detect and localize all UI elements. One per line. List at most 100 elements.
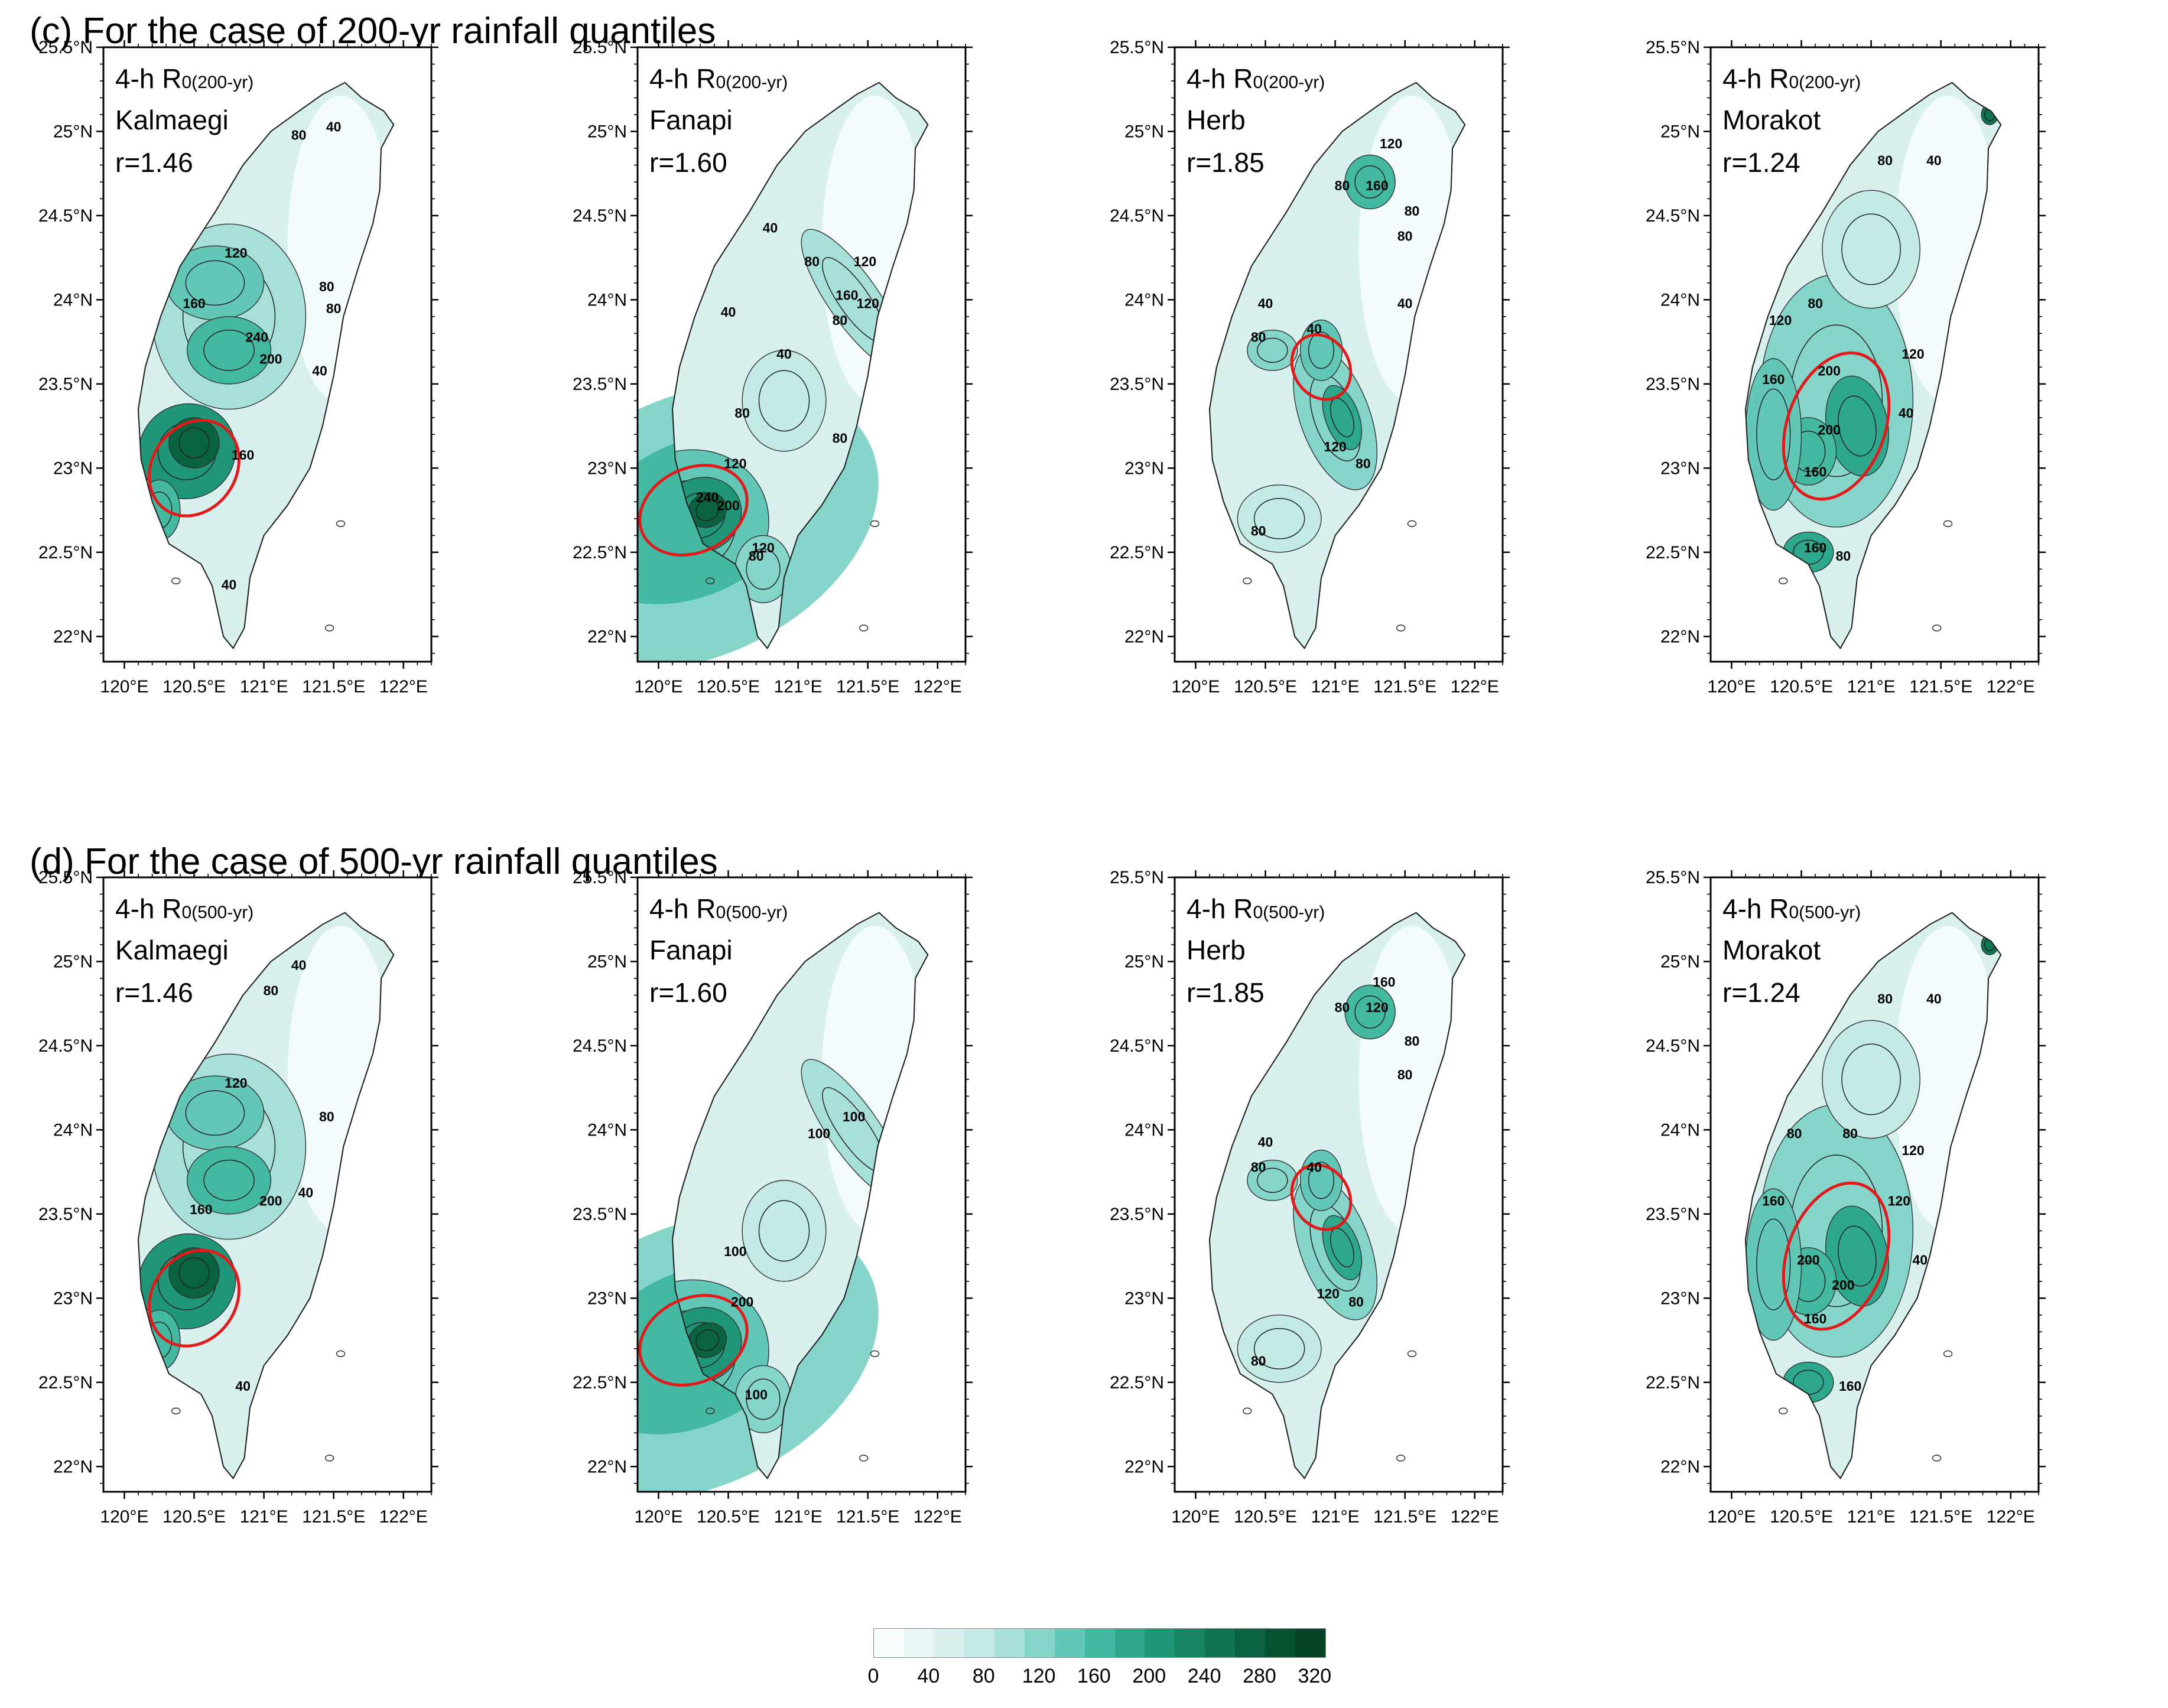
contour-label: 240 — [696, 489, 719, 505]
lat-tick-label: 22°N — [1124, 1457, 1164, 1476]
contour-label: 80 — [1251, 523, 1266, 538]
lat-tick-label: 23.5°N — [1110, 1205, 1164, 1224]
contour-label: 200 — [717, 498, 739, 513]
lon-tick-label: 120.5°E — [162, 1507, 226, 1527]
contour-label: 160 — [1804, 1311, 1826, 1326]
hotspot-ellipse — [1290, 1163, 1353, 1231]
contour-label: 40 — [312, 363, 327, 379]
lat-tick-label: 25.5°N — [1110, 868, 1164, 887]
contour-label: 100 — [843, 1109, 865, 1124]
lat-tick-label: 24°N — [587, 290, 627, 310]
lon-tick-label: 122°E — [1987, 677, 2035, 697]
rainfall-map: 100 100 100 200 100 25.5°N 25°N 24.5°N 24°N 23.5°… — [573, 868, 973, 1527]
contour-label: 80 — [1356, 456, 1371, 471]
lat-tick-label: 22.5°N — [38, 543, 93, 562]
lon-tick-label: 120.5°E — [1770, 677, 1833, 697]
rainfall-map: 80 120 160 80 80 40 40 80 120 80 80 25.5°N 25°N 24.5°… — [1110, 868, 1510, 1527]
lat-tick-label: 25.5°N — [1646, 868, 1700, 887]
variable-subscript: 0(500-yr) — [716, 903, 788, 922]
lat-tick-label: 25.5°N — [38, 38, 93, 57]
colorbar-swatch — [1235, 1629, 1266, 1657]
lat-tick-label: 23.5°N — [1646, 1205, 1700, 1224]
panel-variable-label: 4-h R0(500-yr) — [1722, 895, 1861, 922]
contour-label: 80 — [1335, 178, 1350, 193]
lon-tick-label: 120°E — [634, 1507, 682, 1527]
colorbar-swatch — [1145, 1629, 1175, 1657]
contour-label: 80 — [1836, 548, 1851, 564]
contour-label: 120 — [1380, 136, 1402, 151]
contour-label: 80 — [734, 405, 750, 421]
lon-tick-label: 120°E — [1707, 1507, 1756, 1527]
contour-label: 160 — [836, 287, 858, 302]
colorbar-label: 80 — [972, 1665, 995, 1687]
variable-symbol: R — [1233, 63, 1253, 94]
rainfall-map: 80 40 120 80 40 160 200 40 25.5°N 25°N 24.5°N 24°N 2… — [38, 868, 438, 1527]
contour-label: 40 — [222, 577, 237, 592]
contour-label: 100 — [808, 1126, 830, 1141]
lon-tick-label: 122°E — [379, 677, 428, 697]
lon-tick-label: 120°E — [634, 677, 682, 697]
lat-tick-label: 24.5°N — [573, 1036, 627, 1056]
section-title-d: (d) For the case of 500-yr rainfall quan… — [30, 841, 718, 882]
contour-label: 160 — [1762, 372, 1785, 387]
lat-tick-label: 22.5°N — [1110, 543, 1164, 562]
contour-label: 80 — [1251, 1160, 1266, 1175]
lat-tick-label: 25°N — [53, 122, 93, 141]
contour-label: 200 — [1818, 363, 1841, 379]
contour-label: 100 — [724, 1244, 746, 1259]
contour-label: 160 — [1839, 1378, 1861, 1394]
ratio-value: r=1.46 — [115, 977, 193, 1008]
duration-label: 4-h — [115, 893, 162, 924]
lon-tick-label: 121.5°E — [302, 677, 365, 697]
lon-tick-label: 121°E — [1847, 1507, 1896, 1527]
lon-tick-label: 120.5°E — [162, 677, 226, 697]
lat-tick-label: 25.5°N — [573, 868, 627, 887]
lat-tick-label: 25°N — [587, 122, 627, 141]
lon-tick-label: 121.5°E — [836, 1507, 899, 1527]
lon-tick-label: 122°E — [1451, 1507, 1499, 1527]
map-panel-d-kalmaegi: 80 40 120 80 40 160 200 40 25.5°N 25°N 24.5°N 24°N 2… — [12, 836, 443, 1533]
lat-tick-label: 23°N — [1660, 1289, 1700, 1308]
lon-tick-label: 121.5°E — [302, 1507, 365, 1527]
lon-tick-label: 120°E — [100, 1507, 148, 1527]
hotspot-ellipse — [638, 1294, 749, 1387]
colorbar-swatch — [874, 1629, 904, 1657]
contour-label: 80 — [804, 253, 820, 269]
map-panel-c-morakot: 80 40 80 120 160 200 200 120 40 160 160 80 25.5°N 25°… — [1619, 6, 2050, 703]
lon-tick-label: 121.5°E — [1909, 1507, 1972, 1527]
contour-label: 80 — [833, 313, 848, 328]
contour-label: 80 — [749, 548, 764, 564]
map-panel-d-herb: 80 120 160 80 80 40 40 80 120 80 80 25.5°N 25°N 24.5°… — [1083, 836, 1514, 1533]
lat-tick-label: 24°N — [1660, 290, 1700, 310]
contour-label: 40 — [1306, 1160, 1322, 1175]
panel-variable-label: 4-h R0(500-yr) — [1187, 895, 1325, 922]
colorbar-swatch — [1175, 1629, 1205, 1657]
lat-tick-label: 23.5°N — [1110, 375, 1164, 394]
contour-label: 80 — [1877, 991, 1893, 1007]
lat-tick-label: 23°N — [53, 458, 93, 478]
contour-label: 80 — [291, 128, 307, 143]
contour-label: 160 — [1804, 540, 1826, 555]
lon-tick-label: 120°E — [1707, 677, 1756, 697]
lat-tick-label: 23°N — [587, 1289, 627, 1308]
lon-tick-label: 120.5°E — [697, 1507, 760, 1527]
lat-tick-label: 24°N — [1124, 290, 1164, 310]
lon-tick-label: 120.5°E — [1770, 1507, 1833, 1527]
contour-label: 200 — [259, 1193, 282, 1209]
contour-label: 40 — [1258, 1134, 1273, 1150]
contour-label: 40 — [1306, 321, 1322, 336]
lat-tick-label: 25.5°N — [38, 868, 93, 887]
lat-tick-label: 24°N — [1660, 1120, 1700, 1140]
contour-label: 160 — [1804, 464, 1826, 480]
contour-label: 40 — [763, 220, 778, 235]
typhoon-name: Herb — [1187, 105, 1246, 135]
colorbar-swatch — [1205, 1629, 1236, 1657]
lon-tick-label: 121.5°E — [1909, 677, 1972, 697]
variable-symbol: R — [1233, 893, 1253, 924]
duration-label: 4-h — [649, 63, 697, 94]
map-panel-c-fanapi: 40 80 120 160 80 120 40 40 80 120 240 200 80 80 120 25.… — [546, 6, 977, 703]
lat-tick-label: 24°N — [53, 290, 93, 310]
contour-label: 80 — [1842, 1126, 1858, 1141]
ratio-value: r=1.24 — [1722, 977, 1800, 1008]
contour-label: 120 — [1324, 439, 1346, 454]
